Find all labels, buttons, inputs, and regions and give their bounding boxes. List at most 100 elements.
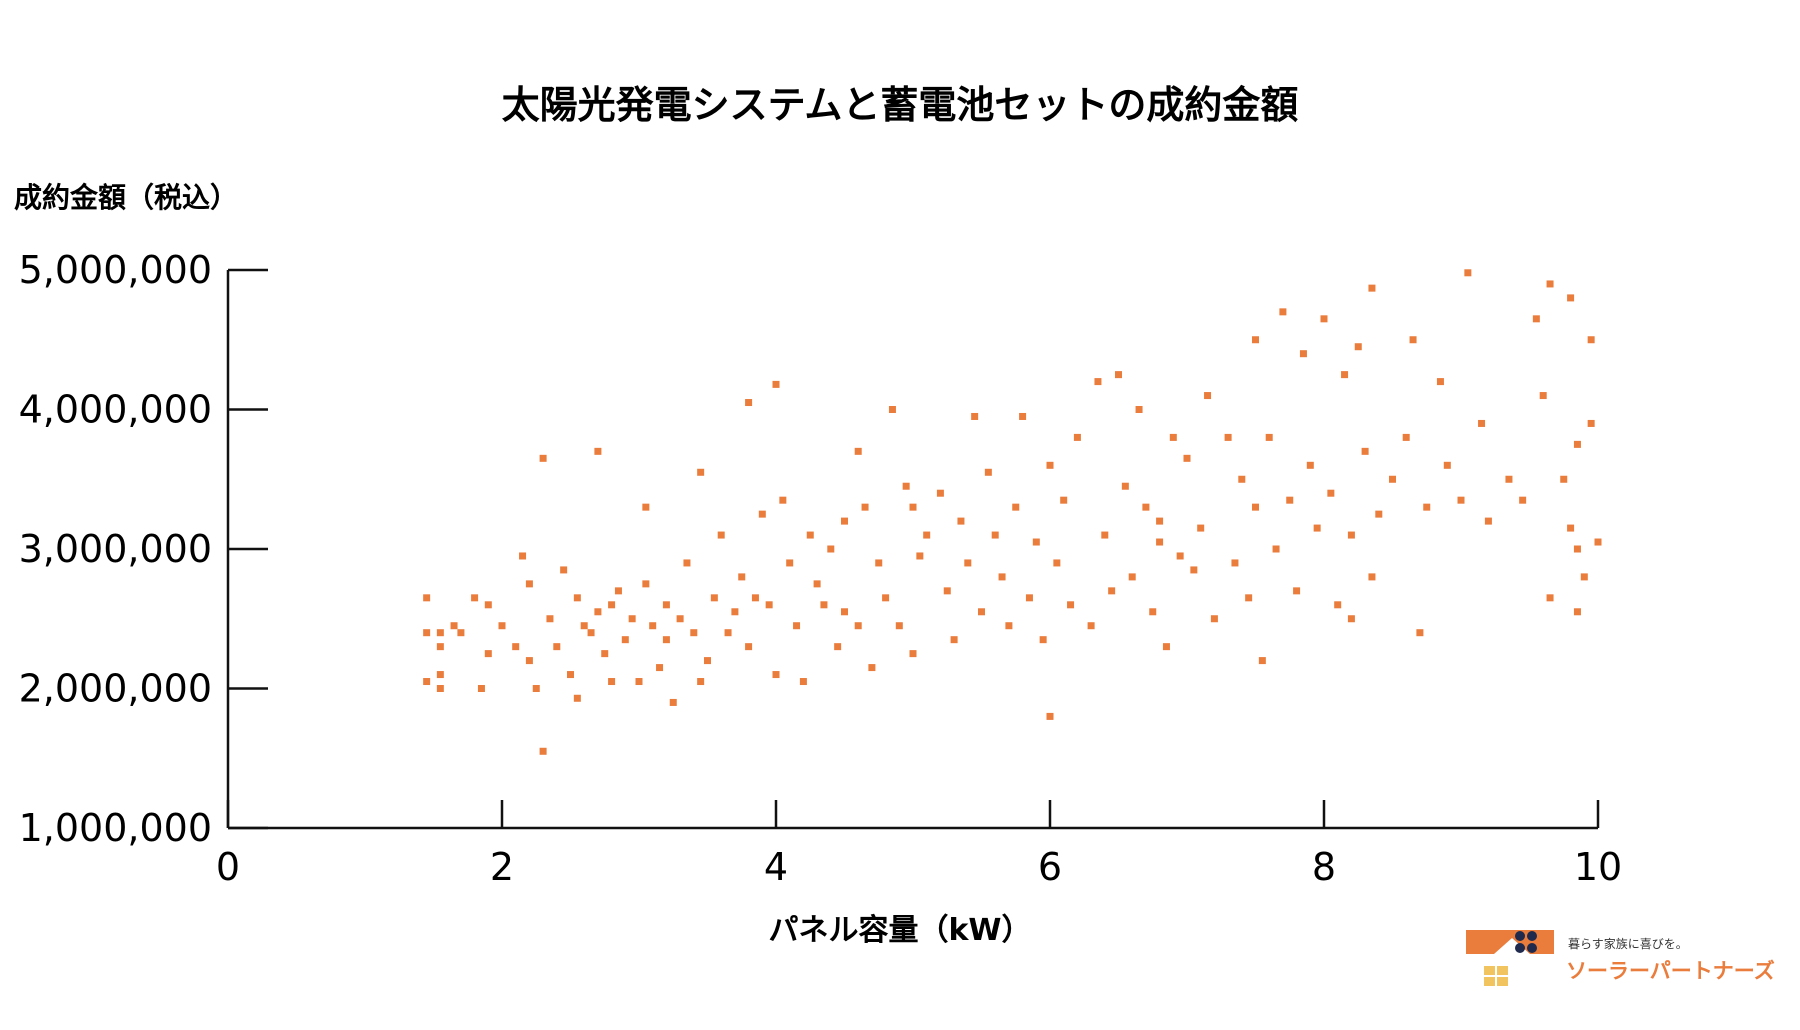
scatter-point	[738, 573, 746, 581]
scatter-point	[1210, 615, 1218, 623]
scatter-point	[745, 643, 753, 651]
scatter-point	[1272, 545, 1280, 553]
scatter-point	[1368, 284, 1376, 292]
scatter-point	[546, 615, 554, 623]
scatter-point	[1327, 489, 1335, 497]
scatter-point	[1347, 615, 1355, 623]
scatter-point	[656, 664, 664, 672]
x-tick-label: 0	[216, 845, 240, 889]
scatter-point	[1484, 517, 1492, 525]
scatter-point	[1293, 587, 1301, 595]
scatter-point	[662, 636, 670, 644]
scatter-point	[1135, 406, 1143, 413]
scatter-point	[1505, 475, 1513, 483]
scatter-point	[731, 608, 739, 616]
scatter-point	[998, 573, 1006, 581]
scatter-point	[642, 580, 650, 588]
scatter-point	[1519, 496, 1527, 504]
scatter-point	[793, 622, 801, 630]
scatter-point	[936, 489, 944, 497]
scatter-point	[758, 510, 766, 518]
scatter-point	[779, 496, 787, 504]
scatter-point	[1334, 601, 1342, 609]
scatter-point	[1436, 378, 1444, 386]
x-tick-label: 6	[1038, 845, 1062, 889]
scatter-point	[608, 601, 616, 609]
scatter-point	[560, 566, 568, 574]
chart-title: 太陽光発電システムと蓄電池セットの成約金額	[502, 83, 1299, 127]
scatter-point	[834, 643, 842, 651]
scatter-point	[1046, 461, 1054, 469]
logo-panel-icon	[1515, 931, 1537, 953]
x-tick-label: 8	[1312, 845, 1336, 889]
scatter-point	[635, 678, 643, 686]
scatter-point	[957, 517, 965, 525]
scatter-point	[1019, 412, 1027, 420]
scatter-point	[1197, 524, 1205, 532]
y-tick-label: 3,000,000	[19, 527, 212, 571]
scatter-point	[662, 601, 670, 609]
scatter-point	[1532, 315, 1540, 323]
scatter-point	[1258, 657, 1266, 665]
scatter-point	[916, 552, 924, 560]
scatter-point	[841, 517, 848, 525]
y-axis-label: 成約金額（税込）	[14, 181, 238, 214]
scatter-point	[621, 636, 629, 644]
scatter-point	[450, 622, 458, 630]
scatter-point	[1587, 336, 1595, 344]
scatter-point	[882, 594, 890, 602]
scatter-point	[1156, 538, 1164, 546]
scatter-point	[1560, 475, 1568, 483]
scatter-point	[436, 671, 444, 679]
scatter-point	[519, 552, 527, 560]
scatter-point	[827, 545, 835, 553]
scatter-point	[1409, 336, 1417, 344]
scatter-point	[902, 482, 910, 490]
scatter-point	[1587, 419, 1595, 427]
scatter-point	[1073, 433, 1081, 441]
scatter-point	[1594, 538, 1602, 546]
scatter-point	[1368, 573, 1376, 581]
scatter-point	[799, 678, 807, 686]
scatter-point	[1580, 573, 1588, 581]
scatter-point	[477, 685, 485, 692]
scatter-point	[594, 608, 602, 616]
scatter-point	[553, 643, 561, 651]
scatter-point	[1238, 475, 1246, 483]
scatter-point	[1286, 496, 1294, 504]
scatter-point	[423, 594, 431, 602]
scatter-point	[628, 615, 636, 623]
scatter-point	[1231, 559, 1239, 567]
scatter-point	[1183, 454, 1191, 462]
scatter-point	[1416, 629, 1424, 637]
scatter-point	[1320, 315, 1328, 323]
tick-labels: 1,000,000 2,000,000 3,000,000 4,000,000 5,00…	[19, 248, 1623, 889]
scatter-point	[1060, 496, 1068, 504]
scatter-point	[525, 657, 533, 665]
scatter-point	[1567, 294, 1575, 302]
scatter-point	[512, 643, 520, 651]
scatter-point	[436, 629, 444, 637]
scatter-point	[1252, 503, 1259, 511]
scatter-point	[573, 694, 581, 702]
y-tick-label: 1,000,000	[19, 806, 212, 850]
scatter-point	[1464, 269, 1472, 277]
scatter-point	[423, 629, 431, 637]
scatter-point	[669, 698, 677, 706]
scatter-point	[1361, 447, 1369, 455]
scatter-point	[594, 447, 602, 455]
scatter-point	[950, 636, 958, 644]
scatter-point	[1539, 392, 1547, 400]
y-tick-label: 4,000,000	[19, 388, 212, 432]
scatter-point	[868, 664, 876, 672]
scatter-point	[724, 629, 732, 637]
scatter-point	[1204, 392, 1212, 400]
scatter-point	[1094, 378, 1102, 386]
scatter-point	[457, 629, 465, 637]
scatter-point	[909, 650, 917, 658]
scatter-point	[532, 685, 540, 692]
scatter-point	[567, 671, 574, 679]
scatter-point	[1087, 622, 1095, 630]
